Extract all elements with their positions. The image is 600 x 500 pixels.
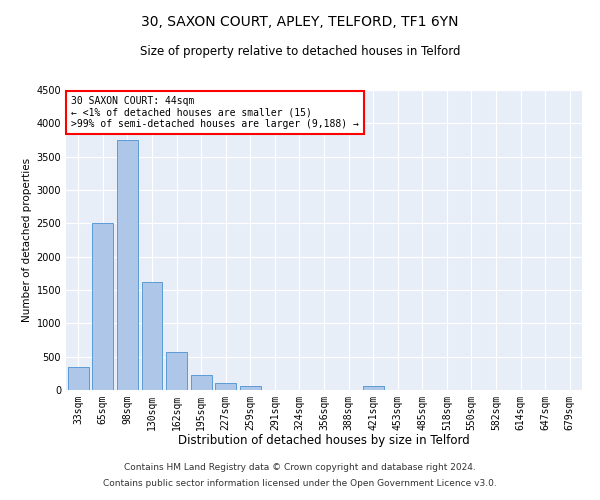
Text: Contains HM Land Registry data © Crown copyright and database right 2024.: Contains HM Land Registry data © Crown c… (124, 464, 476, 472)
Bar (142, 282, 163, 390)
Bar (68, 366, 89, 390)
Bar (117, 140, 138, 390)
Bar (166, 352, 187, 390)
Bar (362, 386, 383, 390)
Bar (92, 224, 113, 390)
X-axis label: Distribution of detached houses by size in Telford: Distribution of detached houses by size … (178, 434, 470, 448)
Bar (191, 375, 212, 390)
Bar (215, 384, 236, 390)
Text: 30 SAXON COURT: 44sqm
← <1% of detached houses are smaller (15)
>99% of semi-det: 30 SAXON COURT: 44sqm ← <1% of detached … (71, 96, 359, 129)
Bar (240, 386, 261, 390)
Text: Size of property relative to detached houses in Telford: Size of property relative to detached ho… (140, 45, 460, 58)
Text: Contains public sector information licensed under the Open Government Licence v3: Contains public sector information licen… (103, 478, 497, 488)
Text: 30, SAXON COURT, APLEY, TELFORD, TF1 6YN: 30, SAXON COURT, APLEY, TELFORD, TF1 6YN (141, 15, 459, 29)
Y-axis label: Number of detached properties: Number of detached properties (22, 158, 32, 322)
